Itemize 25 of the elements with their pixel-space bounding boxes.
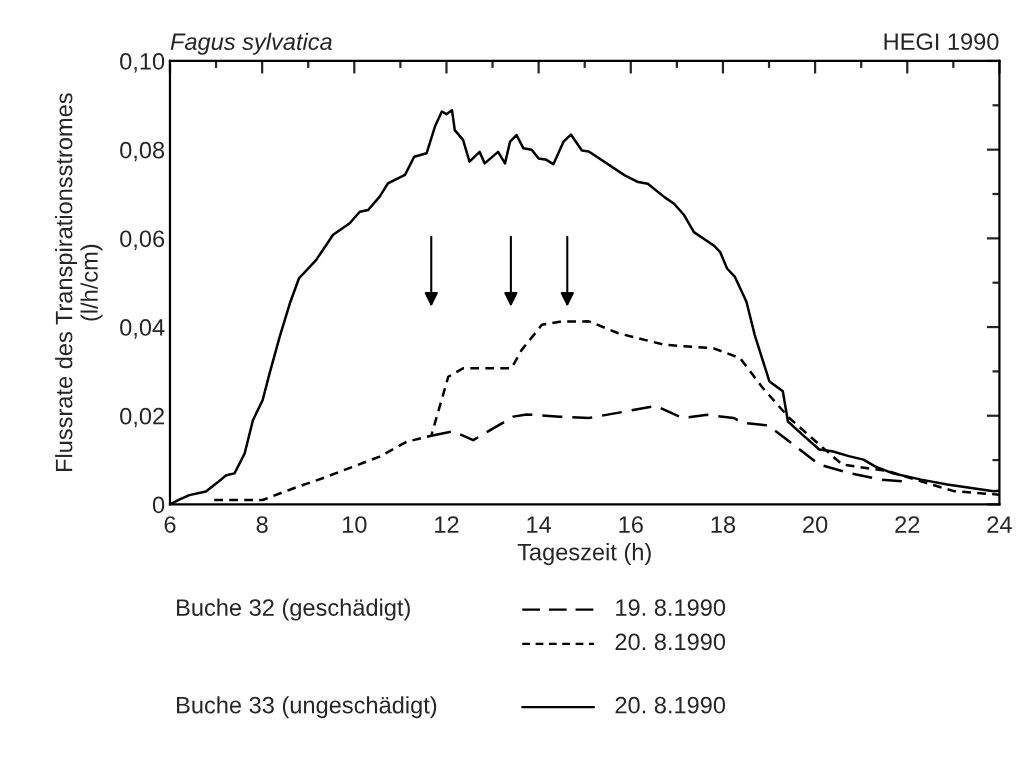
x-tick-label: 24 [987, 516, 1012, 533]
y-tick-label: 0,06 [120, 230, 165, 250]
x-tick-label: 18 [711, 516, 736, 533]
y-tick-label: 0,04 [120, 319, 165, 339]
chart-subtitle: HEGI 1990 [884, 33, 999, 51]
legend-label: 19. 8.1990 [616, 599, 726, 616]
y-tick-label: 0,10 [120, 53, 165, 73]
chart-title: Fagus sylvatica [170, 32, 332, 55]
y-tick-label: 0,08 [120, 141, 165, 162]
x-tick-label: 16 [619, 516, 643, 533]
legend-label: 20. 8.1990 [615, 633, 726, 651]
x-tick-label: 10 [342, 516, 367, 533]
y-tick-label: 0 [152, 496, 165, 514]
y-axis-title: Flussrate des Transpirationsstromes (l/h/cm) [55, 93, 103, 472]
x-tick-label: 14 [527, 516, 552, 533]
x-tick-label: 22 [895, 516, 920, 533]
x-tick-label: 20 [803, 516, 828, 533]
x-tick-label: 12 [435, 516, 459, 533]
text: Buche 32 (geschädigt) [177, 598, 410, 621]
text: Buche 33 (ungeschädigt) [177, 696, 437, 719]
x-tick-label: 6 [164, 516, 176, 533]
x-axis-title: Tageszeit (h) [517, 543, 651, 566]
x-tick-label: 8 [256, 516, 268, 533]
y-tick-label: 0,02 [120, 407, 164, 428]
legend-label: 20. 8.1990 [615, 696, 726, 714]
